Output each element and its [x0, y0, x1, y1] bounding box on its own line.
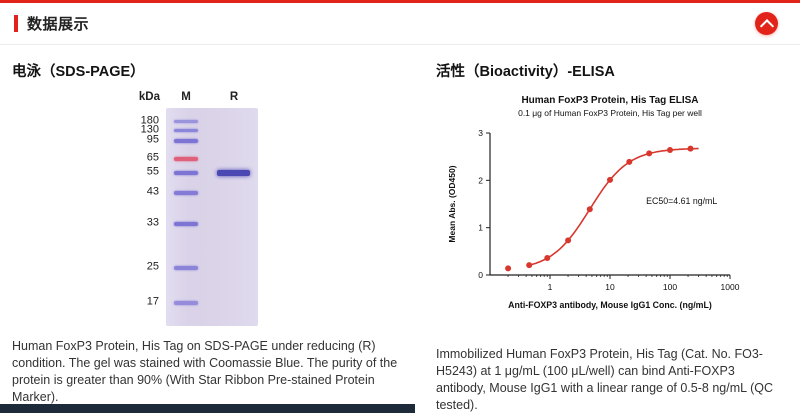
gel-lane-r-label: R — [229, 91, 239, 103]
ec50-annotation: EC50=4.61 ng/mL — [646, 196, 717, 206]
marker-band-55kda — [174, 170, 198, 175]
gel-image — [166, 108, 258, 326]
marker-band-130kda — [174, 129, 198, 133]
kda-marker-label: 180 — [140, 114, 159, 127]
elisa-heading: 活性（Bioactivity）-ELISA — [436, 64, 615, 80]
sds-page-heading: 电泳（SDS-PAGE） — [12, 64, 145, 80]
kda-marker-label: 65 — [146, 151, 159, 164]
collapse-button[interactable] — [755, 12, 778, 35]
gel-body: 180 130 95 65 55 43 33 25 17 — [130, 108, 258, 326]
kda-marker-label: 25 — [146, 260, 159, 273]
bioactivity-section: 活性（Bioactivity）-ELISA Human FoxP3 Protei… — [436, 60, 788, 414]
gel-unit-label: kDa — [138, 91, 160, 103]
data-point — [586, 206, 593, 213]
marker-band-95kda — [174, 139, 198, 144]
kda-marker-label: 43 — [146, 185, 159, 198]
elisa-chart-svg: Human FoxP3 Protein, His Tag ELISA 0.1 μg… — [447, 95, 740, 310]
x-axis-label: Anti-FOXP3 antibody, Mouse IgG1 Conc. (n… — [508, 300, 712, 310]
data-point — [607, 176, 613, 183]
sds-page-gel: kDa M R 180 130 95 65 55 43 33 25 17 — [130, 91, 258, 326]
marker-band-180kda — [174, 119, 198, 123]
data-display-content: 电泳（SDS-PAGE） kDa M R 180 130 95 65 55 43 33 25 1… — [0, 45, 800, 414]
elisa-caption: Immobilized Human FoxP3 Protein, His Tag… — [436, 347, 773, 412]
kda-marker-label: 55 — [146, 165, 159, 178]
y-tick-label: 3 — [478, 128, 483, 138]
top-accent-line — [0, 0, 800, 3]
data-point — [667, 147, 673, 153]
kda-marker-label: 33 — [146, 216, 159, 229]
y-tick-label: 0 — [478, 270, 483, 280]
header-accent-bar — [14, 15, 18, 32]
y-axis-label: Mean Abs. (OD450) — [447, 165, 457, 242]
kda-marker-label: 130 — [140, 123, 159, 136]
sds-page-section: 电泳（SDS-PAGE） kDa M R 180 130 95 65 55 43 33 25 1… — [12, 60, 412, 414]
gel-lane-m-label: M — [181, 91, 191, 103]
marker-band-33kda — [174, 221, 198, 226]
kda-marker-label: 17 — [146, 295, 159, 308]
data-point — [526, 262, 533, 269]
marker-band-25kda — [174, 266, 198, 271]
marker-band-65kda — [174, 156, 198, 161]
y-tick-label: 1 — [478, 223, 483, 233]
kda-marker-label: 95 — [146, 133, 159, 146]
chart-subtitle: 0.1 μg of Human FoxP3 Protein, His Tag p… — [518, 108, 702, 118]
data-point — [505, 265, 512, 272]
target-protein-band — [217, 170, 250, 177]
sds-page-caption: Human FoxP3 Protein, His Tag on SDS-PAGE… — [12, 339, 398, 404]
marker-band-43kda — [174, 191, 198, 195]
data-point — [565, 237, 572, 244]
fit-curve — [527, 147, 699, 267]
data-point — [544, 255, 551, 261]
x-tick-label: 1 — [548, 282, 553, 292]
section-header: 数据展示 — [0, 3, 800, 45]
data-point — [687, 145, 694, 152]
chart-title: Human FoxP3 Protein, His Tag ELISA — [521, 95, 698, 106]
x-tick-label: 100 — [663, 282, 677, 292]
x-tick-label: 1000 — [721, 282, 740, 292]
marker-band-17kda — [174, 300, 198, 305]
gel-lane-header: kDa M R — [130, 91, 258, 108]
chevron-up-icon — [759, 18, 774, 33]
elisa-chart: Human FoxP3 Protein, His Tag ELISA 0.1 μg… — [442, 87, 788, 334]
footer-strip — [0, 404, 415, 413]
gel-kda-scale: 180 130 95 65 55 43 33 25 17 — [130, 108, 166, 326]
data-point — [646, 150, 653, 157]
section-title: 数据展示 — [27, 16, 90, 33]
x-tick-label: 10 — [605, 282, 615, 292]
y-tick-label: 2 — [478, 175, 483, 185]
data-point — [626, 158, 633, 165]
